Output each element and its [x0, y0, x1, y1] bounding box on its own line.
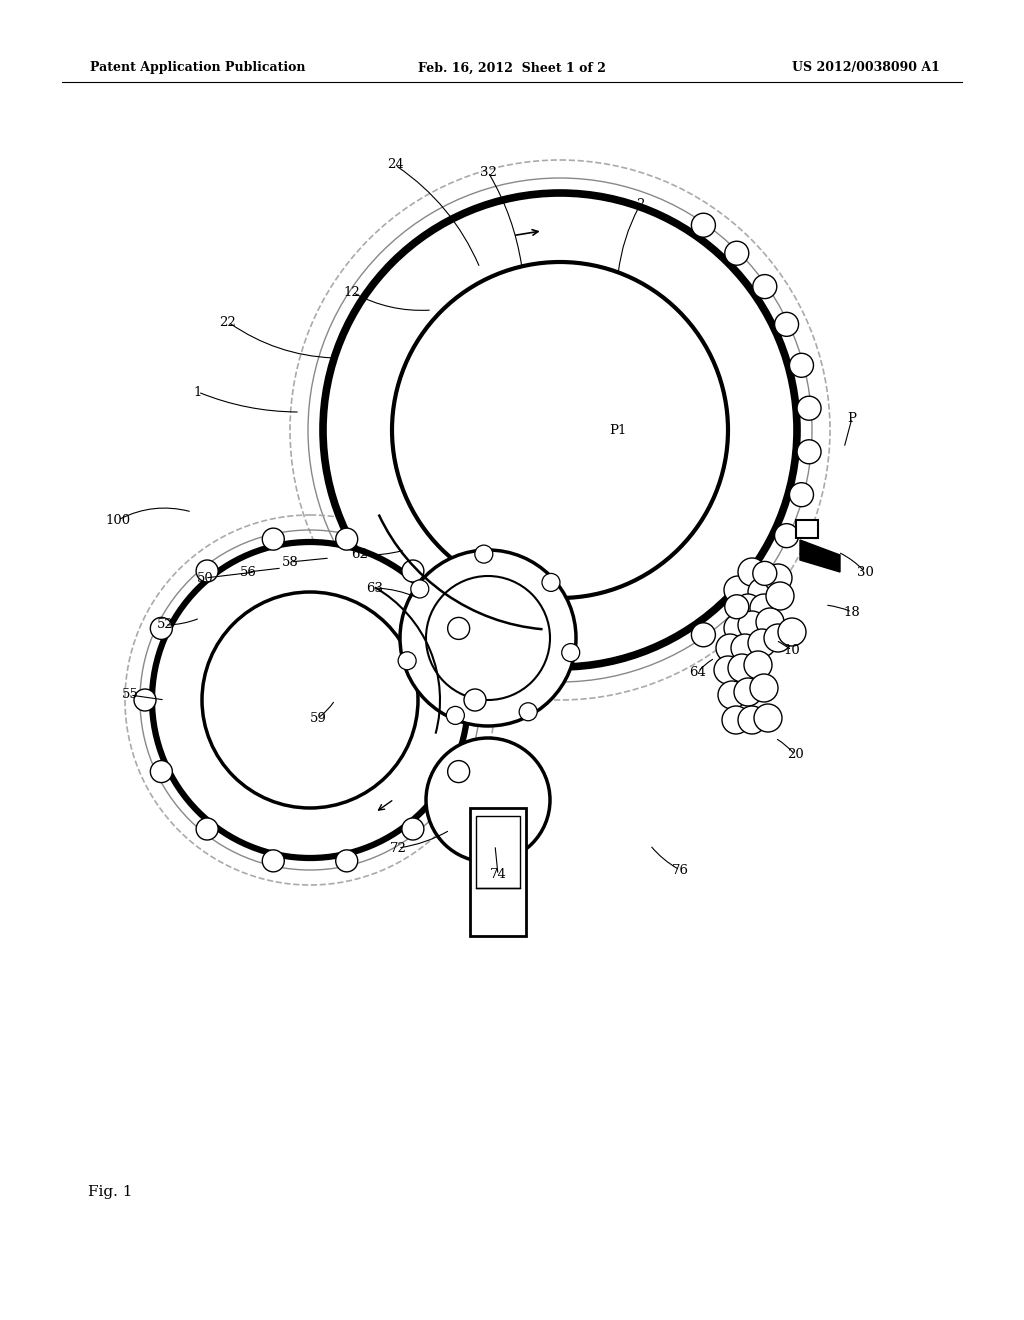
Circle shape — [151, 618, 172, 639]
Text: 52: 52 — [157, 619, 173, 631]
Text: Fig. 1: Fig. 1 — [88, 1185, 132, 1199]
Circle shape — [464, 689, 486, 711]
Text: 12: 12 — [344, 285, 360, 298]
Circle shape — [738, 706, 766, 734]
Circle shape — [691, 623, 716, 647]
Circle shape — [400, 550, 575, 726]
Circle shape — [748, 630, 776, 657]
Circle shape — [262, 528, 285, 550]
Circle shape — [446, 706, 464, 725]
Circle shape — [401, 560, 424, 582]
Text: 62: 62 — [351, 549, 369, 561]
Text: 50: 50 — [197, 572, 213, 585]
Text: 24: 24 — [387, 158, 403, 172]
Circle shape — [725, 242, 749, 265]
Text: 63: 63 — [367, 582, 384, 594]
Circle shape — [562, 644, 580, 661]
Circle shape — [725, 595, 749, 619]
Text: 55: 55 — [122, 689, 138, 701]
Circle shape — [519, 702, 538, 721]
Text: 22: 22 — [219, 315, 237, 329]
Circle shape — [790, 354, 813, 378]
Circle shape — [151, 760, 172, 783]
Circle shape — [764, 564, 792, 591]
Circle shape — [724, 614, 752, 642]
Circle shape — [774, 524, 799, 548]
Bar — [476, 816, 520, 888]
Circle shape — [790, 483, 813, 507]
Text: 18: 18 — [844, 606, 860, 619]
Circle shape — [336, 528, 357, 550]
Circle shape — [750, 675, 778, 702]
Circle shape — [336, 850, 357, 873]
Circle shape — [411, 579, 429, 598]
Circle shape — [753, 561, 777, 585]
Circle shape — [426, 738, 550, 862]
Circle shape — [134, 689, 156, 711]
Circle shape — [398, 652, 416, 669]
Circle shape — [754, 704, 782, 733]
Text: 2: 2 — [636, 198, 644, 211]
Text: 59: 59 — [309, 711, 327, 725]
Circle shape — [753, 275, 777, 298]
Text: 58: 58 — [282, 556, 298, 569]
Circle shape — [731, 634, 759, 663]
Text: US 2012/0038090 A1: US 2012/0038090 A1 — [793, 62, 940, 74]
Circle shape — [766, 582, 794, 610]
Circle shape — [447, 760, 470, 783]
Circle shape — [778, 618, 806, 645]
Circle shape — [722, 706, 750, 734]
Circle shape — [392, 261, 728, 598]
Bar — [796, 520, 818, 539]
Circle shape — [728, 653, 756, 682]
Circle shape — [734, 678, 762, 706]
Circle shape — [401, 818, 424, 840]
Text: 72: 72 — [389, 842, 407, 854]
Circle shape — [714, 656, 742, 684]
Text: 74: 74 — [489, 869, 507, 882]
Circle shape — [542, 573, 560, 591]
Circle shape — [797, 396, 821, 420]
Circle shape — [748, 578, 776, 606]
Circle shape — [734, 594, 762, 622]
Circle shape — [475, 545, 493, 564]
Circle shape — [691, 214, 716, 238]
Circle shape — [323, 193, 797, 667]
Text: 30: 30 — [856, 565, 873, 578]
Circle shape — [716, 634, 744, 663]
Circle shape — [797, 440, 821, 463]
Text: 1: 1 — [194, 385, 202, 399]
Circle shape — [262, 850, 285, 873]
Circle shape — [774, 313, 799, 337]
Circle shape — [738, 558, 766, 586]
Circle shape — [738, 611, 766, 639]
Text: 100: 100 — [105, 513, 131, 527]
Circle shape — [744, 651, 772, 678]
Text: P1: P1 — [609, 424, 627, 437]
Circle shape — [426, 576, 550, 700]
Text: 76: 76 — [672, 863, 688, 876]
Text: Patent Application Publication: Patent Application Publication — [90, 62, 305, 74]
Text: P: P — [848, 412, 856, 425]
Circle shape — [197, 818, 218, 840]
Circle shape — [750, 594, 778, 622]
Text: Feb. 16, 2012  Sheet 1 of 2: Feb. 16, 2012 Sheet 1 of 2 — [418, 62, 606, 74]
Circle shape — [447, 618, 470, 639]
Circle shape — [152, 543, 468, 858]
Text: 20: 20 — [786, 748, 804, 762]
Circle shape — [756, 609, 784, 636]
Circle shape — [724, 576, 752, 605]
Circle shape — [718, 681, 746, 709]
Circle shape — [197, 560, 218, 582]
Text: 32: 32 — [479, 165, 497, 178]
Circle shape — [202, 591, 418, 808]
Text: 10: 10 — [783, 644, 801, 656]
Circle shape — [764, 624, 792, 652]
Bar — [470, 808, 526, 936]
Polygon shape — [800, 540, 840, 572]
Text: 56: 56 — [240, 565, 256, 578]
Text: 64: 64 — [689, 665, 707, 678]
